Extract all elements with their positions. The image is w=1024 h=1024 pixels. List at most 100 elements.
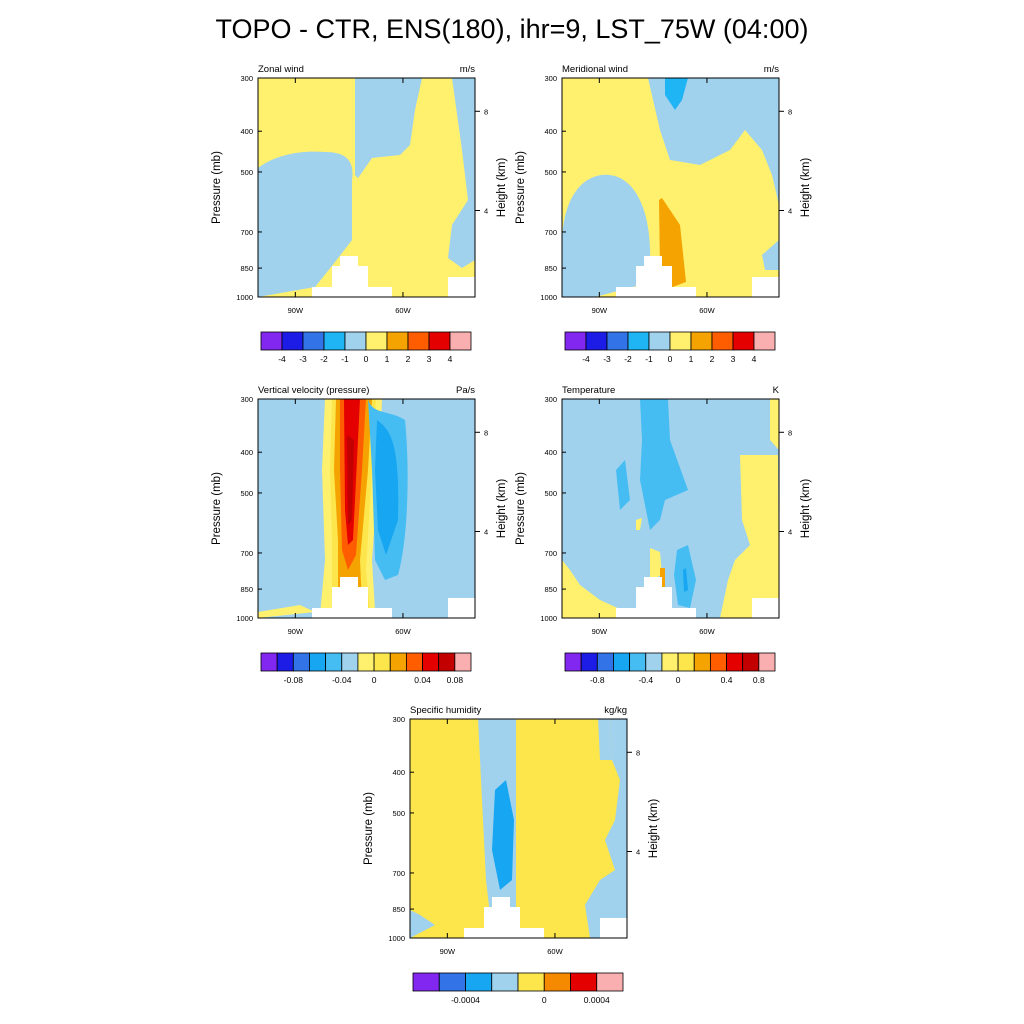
meridional-wind-colorbar-label: 1 — [689, 354, 694, 364]
specific-humidity-frame — [409, 718, 628, 939]
temperature-title: Temperature — [562, 385, 615, 396]
vertical-velocity-colorbar-label: 0 — [372, 675, 377, 685]
zonal-wind-colorbar-label: 1 — [385, 354, 390, 364]
meridional-wind-ytick-label: 700 — [544, 228, 557, 237]
temperature-colorbar-label: -0.4 — [638, 675, 653, 685]
vertical-velocity-rtick-label: 4 — [484, 527, 488, 536]
meridional-wind-east-neg — [762, 240, 779, 270]
meridional-wind-pos-core — [659, 198, 686, 288]
vertical-velocity-colorbar-box — [309, 652, 327, 672]
vertical-velocity-colorbar-box — [292, 652, 310, 672]
temperature-colorbar-box — [661, 652, 679, 672]
meridional-wind-ytick-label: 300 — [544, 74, 557, 83]
temperature-colorbar-box — [645, 652, 663, 672]
panel-temperature — [561, 398, 780, 619]
vertical-velocity-ytick-label: 700 — [240, 549, 253, 558]
meridional-wind-colorbar-box — [711, 331, 734, 351]
temperature-ytick-label: 1000 — [540, 614, 557, 623]
zonal-wind-colorbar-label: -3 — [299, 354, 307, 364]
meridional-wind-rtick-label: 4 — [788, 206, 792, 215]
temperature-colorbar-box — [580, 652, 598, 672]
temperature-frame — [561, 398, 780, 619]
vertical-velocity-colorbar-box — [260, 652, 278, 672]
vertical-velocity-colorbar-box — [438, 652, 456, 672]
temperature-ytick-label: 400 — [544, 448, 557, 457]
zonal-wind-colorbar-box — [407, 331, 430, 351]
temperature-ytick-label: 300 — [544, 395, 557, 404]
temperature-ylabel: Pressure (mb) — [515, 472, 527, 545]
temperature-field — [562, 399, 779, 618]
vertical-velocity-colorbar-label: -0.04 — [332, 675, 352, 685]
specific-humidity-neg-core — [492, 780, 514, 890]
meridional-wind-xtick-label: 90W — [592, 306, 608, 315]
meridional-wind-lower-neg — [562, 174, 651, 297]
meridional-wind-ylabel-right: Height (km) — [800, 158, 812, 218]
zonal-wind-field — [258, 78, 475, 297]
zonal-wind-colorbar-label: 0 — [364, 354, 369, 364]
specific-humidity-rtick-label: 8 — [636, 748, 640, 757]
vertical-velocity-ytick-label: 500 — [240, 489, 253, 498]
zonal-wind-ytick-label: 500 — [240, 168, 253, 177]
meridional-wind-units: m/s — [764, 64, 780, 75]
panel-zonal-wind — [257, 77, 476, 298]
specific-humidity-ytick-label: 700 — [392, 869, 405, 878]
specific-humidity-ytick-label: 850 — [392, 905, 405, 914]
zonal-wind-colorbar-label: -1 — [341, 354, 349, 364]
vertical-velocity-units: Pa/s — [456, 385, 475, 396]
zonal-wind-colorbar-box — [260, 331, 283, 351]
vertical-velocity-colorbar-box — [325, 652, 343, 672]
meridional-wind-field — [562, 78, 779, 297]
vertical-velocity-ground-east — [448, 598, 475, 618]
specific-humidity-title: Specific humidity — [410, 705, 482, 716]
specific-humidity-colorbar-box — [491, 972, 519, 992]
zonal-wind-title: Zonal wind — [258, 64, 304, 75]
meridional-wind-ground-east — [752, 277, 779, 297]
specific-humidity-colorbar-box — [570, 972, 598, 992]
meridional-wind-rtick-label: 8 — [788, 107, 792, 116]
specific-humidity-colorbar-label: 0 — [542, 995, 547, 1005]
zonal-wind-westerly-neg — [258, 151, 353, 297]
temperature-colorbar-label: 0.8 — [753, 675, 765, 685]
meridional-wind-colorbar-label: 4 — [752, 354, 757, 364]
vertical-velocity-colorbar-box — [357, 652, 375, 672]
temperature-pos-west — [562, 560, 622, 618]
meridional-wind-title: Meridional wind — [562, 64, 628, 75]
meridional-wind-colorbar-label: -4 — [582, 354, 590, 364]
specific-humidity-colorbar-box — [412, 972, 440, 992]
temperature-colorbar-box — [693, 652, 711, 672]
temperature-ground-east — [752, 598, 779, 618]
temperature-colorbar-box — [613, 652, 631, 672]
vertical-velocity-colorbar-label: 0.04 — [414, 675, 431, 685]
zonal-wind-colorbar-label: 2 — [406, 354, 411, 364]
vertical-velocity-topography — [312, 577, 392, 618]
vertical-velocity-ytick-label: 300 — [240, 395, 253, 404]
meridional-wind-colorbar-box — [585, 331, 608, 351]
zonal-wind-ytick-label: 400 — [240, 127, 253, 136]
vertical-velocity-ylabel: Pressure (mb) — [211, 472, 223, 545]
specific-humidity-ytick-label: 1000 — [388, 934, 405, 943]
temperature-colorbar-label: -0.8 — [590, 675, 605, 685]
zonal-wind-colorbar-box — [428, 331, 451, 351]
temperature-colorbar-box — [564, 652, 582, 672]
specific-humidity-neg-top — [598, 719, 612, 760]
meridional-wind-colorbar-label: 0 — [668, 354, 673, 364]
meridional-wind-colorbar-box — [648, 331, 671, 351]
meridional-wind-ylabel: Pressure (mb) — [515, 151, 527, 224]
zonal-wind-units: m/s — [460, 64, 476, 75]
zonal-wind-ytick-label: 1000 — [236, 293, 253, 302]
vertical-velocity-ytick-label: 400 — [240, 448, 253, 457]
vertical-velocity-ylabel-right: Height (km) — [496, 479, 508, 539]
zonal-wind-ytick-label: 700 — [240, 228, 253, 237]
meridional-wind-ytick-label: 1000 — [540, 293, 557, 302]
meridional-wind-colorbar-box — [732, 331, 755, 351]
temperature-colorbar-box — [677, 652, 695, 672]
meridional-wind-xtick-label: 60W — [699, 306, 715, 315]
vertical-velocity-colorbar-box — [405, 652, 423, 672]
zonal-wind-topography — [312, 256, 392, 297]
zonal-wind-ylabel: Pressure (mb) — [211, 151, 223, 224]
temperature-neg-west — [616, 460, 630, 510]
temperature-colorbar-box — [709, 652, 727, 672]
panel-meridional-wind — [561, 77, 780, 298]
vertical-velocity-rtick-label: 8 — [484, 428, 488, 437]
vertical-velocity-neg-core — [375, 420, 399, 555]
